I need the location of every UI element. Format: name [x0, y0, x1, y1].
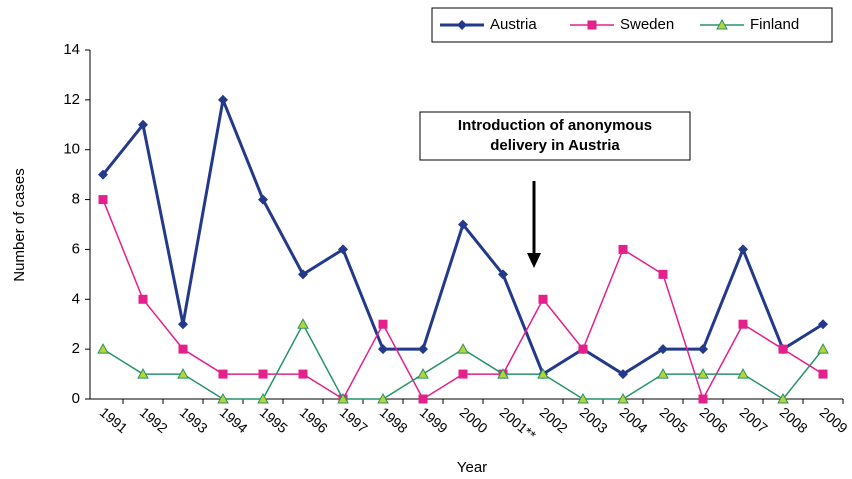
legend-label: Austria	[490, 16, 537, 33]
legend-marker	[716, 18, 728, 30]
y-tick-label: 0	[72, 390, 80, 407]
x-tick-label: 2007	[737, 404, 771, 436]
point	[338, 244, 348, 255]
annotation: Introduction of anonymous	[458, 117, 652, 134]
point	[538, 294, 548, 304]
point	[377, 392, 389, 404]
point	[218, 94, 228, 105]
point	[698, 394, 708, 404]
point	[738, 319, 748, 329]
point	[258, 194, 268, 205]
x-tick-label: 2006	[697, 404, 731, 436]
point	[617, 392, 629, 404]
point	[658, 344, 668, 355]
point	[257, 392, 269, 404]
point	[618, 244, 628, 254]
y-tick-label: 8	[72, 191, 80, 208]
point	[738, 244, 748, 255]
point	[818, 319, 828, 330]
legend-label: Finland	[750, 16, 799, 33]
point	[298, 369, 308, 379]
point	[98, 169, 108, 180]
x-tick-label: 2004	[617, 404, 651, 436]
x-tick-label: 1997	[337, 404, 371, 436]
x-tick-label: 1996	[297, 404, 331, 436]
point	[378, 344, 388, 355]
legend-marker	[587, 20, 597, 30]
x-tick-label: 1991	[97, 404, 131, 436]
point	[618, 369, 628, 380]
point	[458, 369, 468, 379]
point	[737, 368, 749, 379]
point	[537, 368, 549, 379]
x-tick-label: 1998	[377, 404, 411, 436]
legend	[431, 7, 833, 43]
point	[577, 392, 589, 404]
x-tick-label: 2005	[657, 404, 691, 436]
series-line	[102, 322, 824, 400]
point	[498, 269, 508, 280]
x-tick-label: 1995	[257, 404, 291, 436]
point	[777, 392, 789, 404]
y-tick-label: 10	[63, 141, 80, 158]
x-tick-label: 1993	[177, 404, 211, 436]
point	[818, 369, 828, 379]
x-tick-label: 2008	[777, 404, 811, 436]
point	[657, 368, 669, 379]
point	[698, 344, 708, 355]
point	[138, 294, 148, 304]
x-tick-label: 2000	[457, 404, 491, 436]
legend-label: Sweden	[620, 16, 674, 33]
point	[497, 368, 509, 379]
x-tick-label: 1994	[217, 404, 251, 436]
x-tick-label: 2009	[817, 404, 851, 436]
annotation: delivery in Austria	[490, 137, 620, 154]
point	[417, 368, 429, 379]
point	[418, 394, 428, 404]
point	[217, 392, 229, 404]
x-tick-label: 2001**	[497, 404, 540, 444]
point	[178, 319, 188, 330]
point	[298, 269, 308, 280]
point	[138, 119, 148, 130]
y-tick-label: 6	[72, 240, 80, 257]
point	[578, 344, 588, 354]
legend-marker	[457, 20, 467, 30]
point	[178, 344, 188, 354]
point	[658, 269, 668, 279]
point	[297, 318, 309, 329]
point	[418, 344, 428, 355]
point	[98, 195, 108, 205]
x-tick-label: 1999	[417, 404, 451, 436]
annotation-box	[419, 111, 691, 161]
point	[258, 369, 268, 379]
point	[97, 343, 109, 354]
point	[137, 368, 149, 379]
y-tick-label: 4	[72, 290, 80, 307]
point	[218, 369, 228, 379]
y-axis-label: Number of cases	[11, 168, 28, 281]
x-tick-label: 2002	[537, 404, 571, 436]
x-tick-label: 2003	[577, 404, 611, 436]
x-axis-label: Year	[457, 459, 487, 476]
point	[457, 343, 469, 354]
y-tick-label: 2	[72, 340, 80, 357]
y-tick-label: 12	[63, 91, 80, 108]
arrow-head	[527, 253, 541, 268]
point	[177, 368, 189, 379]
x-tick-label: 1992	[137, 404, 171, 436]
point	[697, 368, 709, 379]
point	[817, 343, 829, 354]
point	[337, 392, 349, 404]
point	[778, 344, 788, 354]
point	[378, 319, 388, 329]
y-tick-label: 14	[63, 41, 80, 58]
point	[458, 219, 468, 230]
